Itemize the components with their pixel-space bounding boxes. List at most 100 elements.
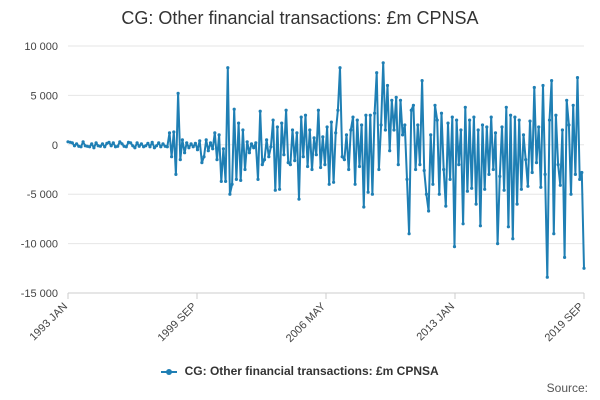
data-point[interactable] xyxy=(480,123,485,127)
data-point[interactable] xyxy=(265,138,269,142)
data-point[interactable] xyxy=(306,164,310,169)
data-point[interactable] xyxy=(228,192,232,196)
data-point[interactable] xyxy=(271,118,275,122)
data-point[interactable] xyxy=(217,133,221,137)
data-point[interactable] xyxy=(278,187,282,191)
data-point[interactable] xyxy=(275,125,279,129)
data-point[interactable] xyxy=(435,118,439,122)
data-point[interactable] xyxy=(409,108,413,112)
data-point[interactable] xyxy=(150,140,154,144)
data-point[interactable] xyxy=(118,140,122,144)
data-point[interactable] xyxy=(487,172,491,176)
data-point[interactable] xyxy=(500,125,504,129)
data-point[interactable] xyxy=(424,192,428,196)
data-point[interactable] xyxy=(157,141,161,145)
data-point[interactable] xyxy=(321,135,325,139)
data-point[interactable] xyxy=(213,131,217,135)
data-point[interactable] xyxy=(362,205,366,209)
data-point[interactable] xyxy=(388,149,392,153)
data-point[interactable] xyxy=(390,98,394,102)
data-point[interactable] xyxy=(515,202,519,206)
data-point[interactable] xyxy=(571,103,575,107)
data-point[interactable] xyxy=(364,113,368,117)
data-point[interactable] xyxy=(303,113,308,117)
data-point[interactable] xyxy=(183,151,187,155)
data-point[interactable] xyxy=(360,123,364,127)
data-point[interactable] xyxy=(159,145,163,149)
data-point[interactable] xyxy=(463,105,467,109)
data-point[interactable] xyxy=(407,232,411,236)
data-point[interactable] xyxy=(185,141,189,145)
data-point[interactable] xyxy=(72,144,77,148)
data-point[interactable] xyxy=(282,153,286,157)
data-point[interactable] xyxy=(172,130,176,134)
data-point[interactable] xyxy=(468,118,472,122)
data-point[interactable] xyxy=(526,184,530,188)
data-point[interactable] xyxy=(135,141,139,145)
data-point[interactable] xyxy=(237,121,241,125)
data-point[interactable] xyxy=(539,185,543,189)
data-point[interactable] xyxy=(353,182,357,186)
data-point[interactable] xyxy=(439,111,444,115)
data-point[interactable] xyxy=(295,131,299,135)
data-point[interactable] xyxy=(269,145,273,149)
data-point[interactable] xyxy=(530,170,534,175)
data-point[interactable] xyxy=(336,108,340,112)
data-point[interactable] xyxy=(273,188,277,192)
data-point[interactable] xyxy=(100,142,105,146)
data-point[interactable] xyxy=(433,103,437,107)
data-point[interactable] xyxy=(206,149,210,153)
data-point[interactable] xyxy=(470,186,474,190)
data-point[interactable] xyxy=(519,187,524,191)
data-point[interactable] xyxy=(314,153,318,157)
data-point[interactable] xyxy=(146,141,150,145)
data-point[interactable] xyxy=(565,98,569,102)
data-point[interactable] xyxy=(383,128,387,132)
data-point[interactable] xyxy=(327,182,331,186)
data-point[interactable] xyxy=(297,197,301,201)
data-point[interactable] xyxy=(465,189,469,193)
data-point[interactable] xyxy=(457,163,461,167)
data-point[interactable] xyxy=(541,83,545,88)
data-point[interactable] xyxy=(506,225,510,229)
data-point[interactable] xyxy=(392,128,396,132)
data-point[interactable] xyxy=(340,155,344,159)
data-point[interactable] xyxy=(403,123,407,127)
data-point[interactable] xyxy=(511,237,515,241)
data-point[interactable] xyxy=(411,103,415,107)
data-point[interactable] xyxy=(521,133,526,137)
data-point[interactable] xyxy=(256,177,260,181)
data-point[interactable] xyxy=(75,142,79,146)
data-point[interactable] xyxy=(308,128,312,132)
data-point[interactable] xyxy=(427,209,431,213)
data-point[interactable] xyxy=(560,128,565,132)
data-point[interactable] xyxy=(351,115,355,119)
data-point[interactable] xyxy=(187,146,191,150)
data-point[interactable] xyxy=(558,183,562,187)
data-point[interactable] xyxy=(502,188,506,192)
data-point[interactable] xyxy=(262,158,267,162)
data-point[interactable] xyxy=(310,167,314,172)
data-point[interactable] xyxy=(180,138,184,142)
data-point[interactable] xyxy=(547,118,552,122)
data-point[interactable] xyxy=(191,145,195,149)
data-point[interactable] xyxy=(422,168,426,173)
data-point[interactable] xyxy=(534,161,539,165)
data-point[interactable] xyxy=(286,161,290,165)
data-point[interactable] xyxy=(133,146,137,150)
data-point[interactable] xyxy=(580,170,584,175)
data-point[interactable] xyxy=(582,266,586,270)
data-point[interactable] xyxy=(241,128,245,132)
data-point[interactable] xyxy=(575,76,580,80)
data-point[interactable] xyxy=(288,163,292,167)
data-point[interactable] xyxy=(221,147,225,151)
data-point[interactable] xyxy=(260,163,264,167)
data-point[interactable] xyxy=(416,123,420,127)
data-point[interactable] xyxy=(299,115,303,119)
data-point[interactable] xyxy=(267,155,271,159)
data-point[interactable] xyxy=(405,177,409,181)
data-point[interactable] xyxy=(178,158,182,162)
data-point[interactable] xyxy=(478,224,482,228)
data-point[interactable] xyxy=(357,164,362,169)
data-point[interactable] xyxy=(154,144,159,148)
